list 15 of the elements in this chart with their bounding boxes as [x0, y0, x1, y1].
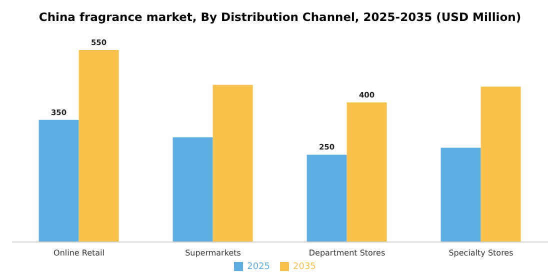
bar	[38, 120, 79, 242]
bar	[346, 102, 387, 242]
x-tick-label: Supermarkets	[185, 248, 241, 258]
bar	[212, 84, 253, 242]
bar	[172, 137, 213, 242]
bar	[306, 154, 347, 242]
legend-label: 2025	[247, 262, 270, 272]
bar	[78, 50, 119, 242]
x-tick-label: Department Stores	[308, 248, 386, 258]
chart-title: China fragrance market, By Distribution Channel, 2025-2035 (USD Million)	[38, 9, 522, 26]
bar	[480, 86, 521, 242]
x-tick-label: Online Retail	[54, 248, 104, 258]
bar	[440, 148, 481, 242]
legend-label: 2035	[293, 262, 316, 272]
x-tick-label: Specialty Stores	[448, 248, 514, 258]
